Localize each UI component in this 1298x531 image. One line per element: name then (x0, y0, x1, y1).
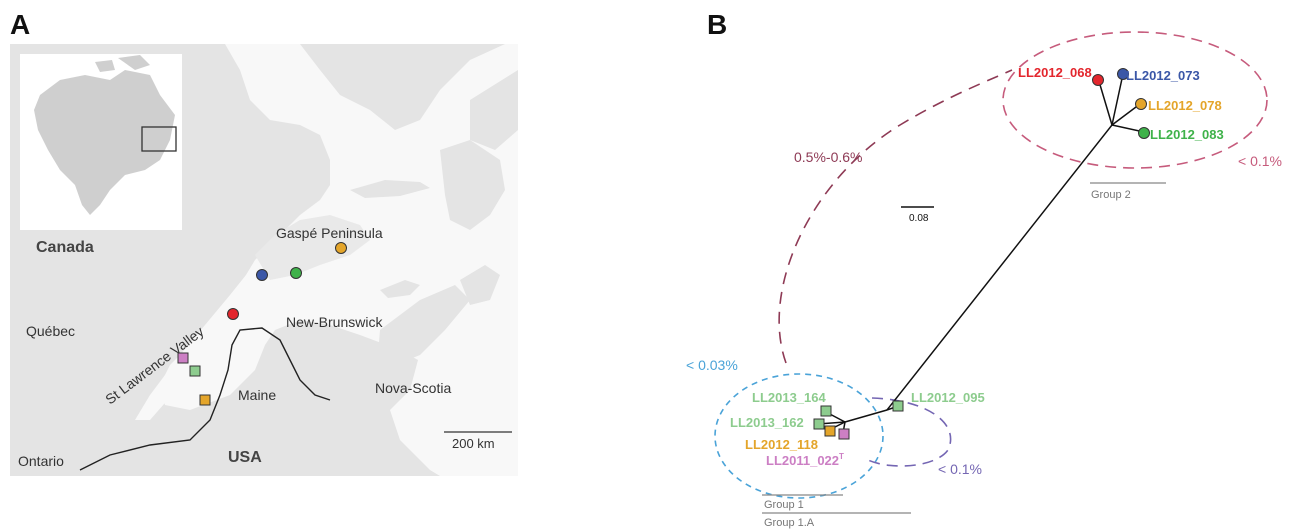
tip-095 (892, 400, 904, 412)
pei (380, 280, 420, 298)
inset-locator-box (141, 126, 177, 152)
label-quebec: Québec (26, 323, 75, 339)
st-lawrence-river (135, 270, 262, 420)
between-groups-ellipse (778, 69, 1013, 364)
anticosti (350, 180, 430, 198)
label-ll2011-022: LL2011_022T (766, 452, 844, 468)
long-branch (886, 124, 1113, 411)
tip-068 (1092, 74, 1104, 86)
tree-scale-label: 0.08 (909, 213, 929, 224)
gaspe-land (255, 215, 370, 280)
label-ll2013-164: LL2013_164 (752, 390, 826, 405)
north-america-shape (34, 70, 175, 215)
annot-group1-within: < 0.03% (686, 357, 738, 373)
label-ll2011-022-superscript: T (839, 452, 844, 461)
label-nova-scotia: Nova-Scotia (375, 380, 451, 396)
arctic-island-2 (95, 60, 115, 72)
branch-073 (1111, 73, 1124, 126)
label-usa: USA (228, 449, 262, 466)
annot-group2-within: < 0.1% (1238, 153, 1282, 169)
label-maine: Maine (238, 387, 276, 403)
group1-ellipse (714, 373, 884, 499)
cape-breton (460, 265, 500, 305)
label-ll2012-073: LL2012_073 (1126, 68, 1200, 83)
map-panel: Canada USA Québec Ontario Maine New-Brun… (10, 44, 518, 476)
marker-pink-square (177, 352, 189, 364)
tip-073 (1117, 68, 1129, 80)
nova-scotia-land (378, 285, 470, 365)
tree-panel: LL2012_068 LL2012_073 LL2012_078 LL2012_… (686, 31, 1282, 529)
label-new-brunswick: New-Brunswick (286, 314, 383, 330)
branch-group1 (844, 409, 888, 423)
tip-083 (1138, 127, 1150, 139)
group2-ellipse (1002, 31, 1268, 169)
tip-022 (838, 428, 850, 440)
us-canada-border (79, 327, 331, 471)
labrador (300, 44, 505, 130)
marker-orange-square (199, 394, 211, 406)
label-ll2011-022-main: LL2011_022 (766, 453, 839, 468)
label-ll2012-083: LL2012_083 (1150, 127, 1224, 142)
newfoundland (440, 140, 505, 230)
marker-red-circle (227, 308, 239, 320)
tip-164 (820, 405, 832, 417)
annot-between-groups: 0.5%-0.6% (794, 149, 862, 165)
branch-078 (1111, 103, 1141, 126)
group1a-label: Group 1.A (764, 517, 815, 529)
marker-lightgreen-square (189, 365, 201, 377)
marker-blue-circle (256, 269, 268, 281)
marker-green-circle (290, 267, 302, 279)
label-ll2012-118: LL2012_118 (745, 437, 818, 452)
group1a-ellipse (867, 397, 952, 467)
newfoundland-north (470, 70, 518, 150)
label-ll2012-078: LL2012_078 (1148, 98, 1222, 113)
label-gaspe: Gaspé Peninsula (276, 225, 383, 241)
group1-label: Group 1 (764, 499, 804, 511)
panel-a-letter: A (10, 9, 30, 40)
map-scale-label: 200 km (452, 436, 495, 451)
label-ll2013-162: LL2013_162 (730, 415, 804, 430)
tip-118 (824, 425, 836, 437)
annot-group1a-within: < 0.1% (938, 461, 982, 477)
tip-162 (813, 418, 825, 430)
branch-068 (1097, 77, 1113, 126)
label-ontario: Ontario (18, 453, 64, 469)
tree-branches (817, 73, 1145, 434)
panel-b-letter: B (707, 9, 727, 40)
tip-078 (1135, 98, 1147, 110)
group2-label: Group 2 (1091, 189, 1131, 201)
label-canada: Canada (36, 239, 94, 256)
arctic-island (118, 55, 150, 70)
marker-orange-circle (335, 242, 347, 254)
label-ll2012-068: LL2012_068 (1018, 65, 1092, 80)
label-ll2012-095: LL2012_095 (911, 390, 985, 405)
inset-map (20, 54, 182, 230)
